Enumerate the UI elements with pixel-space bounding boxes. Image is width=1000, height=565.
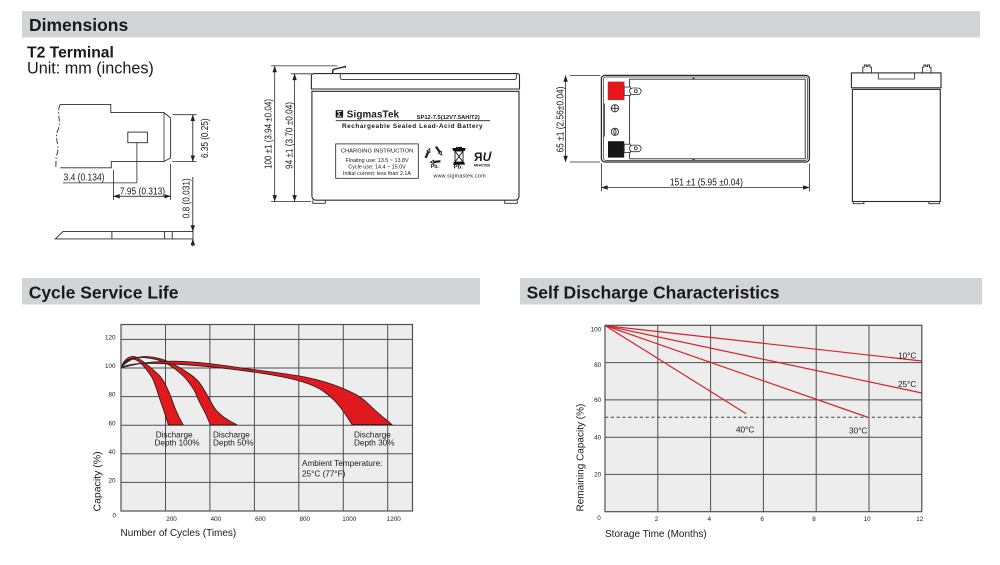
svg-text:Remaining Capacity (%): Remaining Capacity (%) [576,404,587,512]
svg-text:20: 20 [108,478,116,485]
svg-text:www.sigmastek.com: www.sigmastek.com [434,174,487,180]
svg-text:25°C: 25°C [898,380,916,389]
svg-text:Number of Cycles (Times): Number of Cycles (Times) [121,528,237,539]
svg-text:60: 60 [108,420,116,427]
svg-text:100: 100 [105,363,116,370]
svg-text:1000: 1000 [342,516,357,523]
svg-text:10°C: 10°C [898,352,916,361]
svg-text:Cycle use: 14.4 ~ 15.0V: Cycle use: 14.4 ~ 15.0V [348,164,406,170]
svg-text:40: 40 [594,434,602,441]
svg-text:SP12-7.5(12V7.5AH/T2): SP12-7.5(12V7.5AH/T2) [417,115,480,121]
svg-text:0: 0 [112,513,116,520]
svg-text:Pb.: Pb. [431,164,440,170]
svg-text:120: 120 [105,335,116,342]
svg-text:65 ±1 (2.56±0.04): 65 ±1 (2.56±0.04) [555,87,566,153]
svg-text:U: U [483,150,492,164]
svg-text:R: R [474,150,483,164]
svg-text:6: 6 [760,516,764,523]
svg-text:60: 60 [594,397,602,404]
svg-text:Capacity (%): Capacity (%) [92,451,104,511]
svg-text:Floating use: 13.5 ~ 13.8V: Floating use: 13.5 ~ 13.8V [345,158,408,164]
svg-text:0.8 (0.031): 0.8 (0.031) [181,178,192,218]
svg-text:12: 12 [916,516,924,523]
svg-text:94 ±1 (3.70 ±0.04): 94 ±1 (3.70 ±0.04) [284,102,295,169]
svg-text:0: 0 [597,515,601,522]
svg-text:4: 4 [708,516,712,523]
svg-text:Ambient Temperature:: Ambient Temperature: [302,459,382,468]
svg-text:7.95 (0.313): 7.95 (0.313) [120,187,165,198]
svg-text:80: 80 [108,392,116,399]
svg-text:800: 800 [300,516,311,523]
svg-text:400: 400 [211,516,222,523]
svg-text:80: 80 [594,362,602,369]
svg-text:600: 600 [255,516,266,523]
svg-text:Discharge: Discharge [354,430,391,439]
svg-text:100: 100 [591,327,602,334]
svg-text:Storage Time (Months): Storage Time (Months) [605,529,707,540]
svg-text:200: 200 [166,516,177,523]
svg-text:8: 8 [812,516,816,523]
svg-text:6.35 (0.25): 6.35 (0.25) [200,118,211,158]
svg-text:Dimensions: Dimensions [29,15,128,35]
svg-text:100 ±1 (3.94 ±0.04): 100 ±1 (3.94 ±0.04) [264,99,275,169]
svg-text:Rechargeable Sealed Lead-Acid: Rechargeable Sealed Lead-Acid Battery [342,123,483,130]
svg-text:Pb.: Pb. [454,165,463,171]
svg-text:Cycle Service Life: Cycle Service Life [29,283,179,303]
svg-text:40°C: 40°C [736,426,754,435]
svg-text:20: 20 [594,472,602,479]
svg-text:30°C: 30°C [849,427,867,436]
svg-text:40: 40 [108,449,116,456]
svg-text:SigmasTek: SigmasTek [347,109,400,120]
svg-text:Depth 50%: Depth 50% [213,439,254,448]
svg-text:MH47929: MH47929 [474,163,491,167]
svg-text:10: 10 [864,516,872,523]
svg-text:CHARGING INSTRUCTION: CHARGING INSTRUCTION [341,149,413,155]
svg-text:25°C (77°F): 25°C (77°F) [302,470,346,479]
svg-text:1200: 1200 [387,516,402,523]
svg-text:Discharge: Discharge [156,430,193,439]
svg-text:Depth 100%: Depth 100% [155,439,200,448]
svg-text:Initial current: less than 2.1: Initial current: less than 2.1A [343,171,411,177]
svg-text:Unit: mm (inches): Unit: mm (inches) [27,60,154,78]
svg-text:Self Discharge Characteristics: Self Discharge Characteristics [527,283,780,303]
svg-text:3.4 (0.134): 3.4 (0.134) [64,172,105,183]
svg-text:Depth 30%: Depth 30% [354,439,395,448]
svg-text:2: 2 [655,516,659,523]
svg-text:151 ±1 (5.95 ±0.04): 151 ±1 (5.95 ±0.04) [670,177,743,188]
svg-text:T2 Terminal: T2 Terminal [27,44,114,61]
svg-text:Discharge: Discharge [213,430,250,439]
